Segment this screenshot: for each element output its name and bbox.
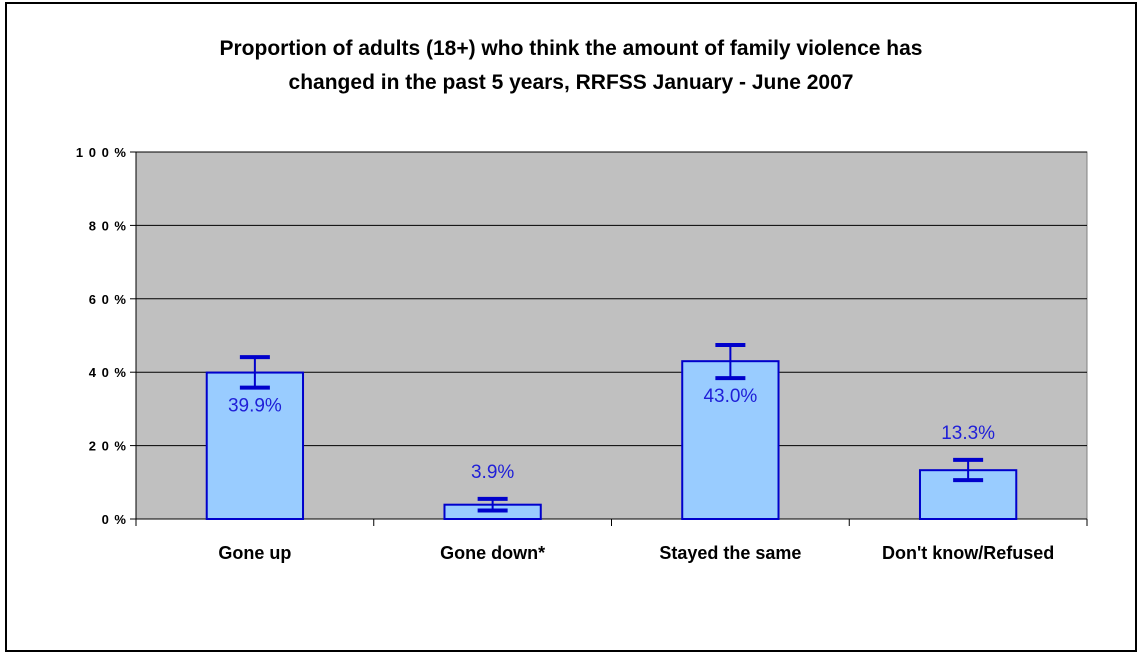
chart-frame: Proportion of adults (18+) who think the… xyxy=(5,2,1137,652)
data-label: 3.9% xyxy=(471,462,514,483)
y-tick-label: 8 0 % xyxy=(89,218,127,233)
bar xyxy=(205,371,305,520)
data-label: 13.3% xyxy=(941,423,995,444)
y-tick-label: 6 0 % xyxy=(89,292,127,307)
y-tick-label: 2 0 % xyxy=(89,439,127,454)
x-tick-label: Gone down* xyxy=(440,543,545,563)
data-label: 39.9% xyxy=(228,396,282,417)
x-tick-label: Gone up xyxy=(218,543,291,563)
data-label: 43.0% xyxy=(703,386,757,407)
chart-title-line-2: changed in the past 5 years, RRFSS Janua… xyxy=(289,71,854,94)
x-tick-label: Stayed the same xyxy=(659,543,801,563)
chart-title-line-1: Proportion of adults (18+) who think the… xyxy=(220,37,923,60)
x-tick-label: Don't know/Refused xyxy=(882,543,1054,563)
bar xyxy=(681,360,780,520)
y-tick-label: 4 0 % xyxy=(89,365,127,380)
bar-chart: Proportion of adults (18+) who think the… xyxy=(76,37,1088,563)
y-tick-label: 0 % xyxy=(102,512,127,527)
y-tick-label: 1 0 0 % xyxy=(76,145,127,160)
